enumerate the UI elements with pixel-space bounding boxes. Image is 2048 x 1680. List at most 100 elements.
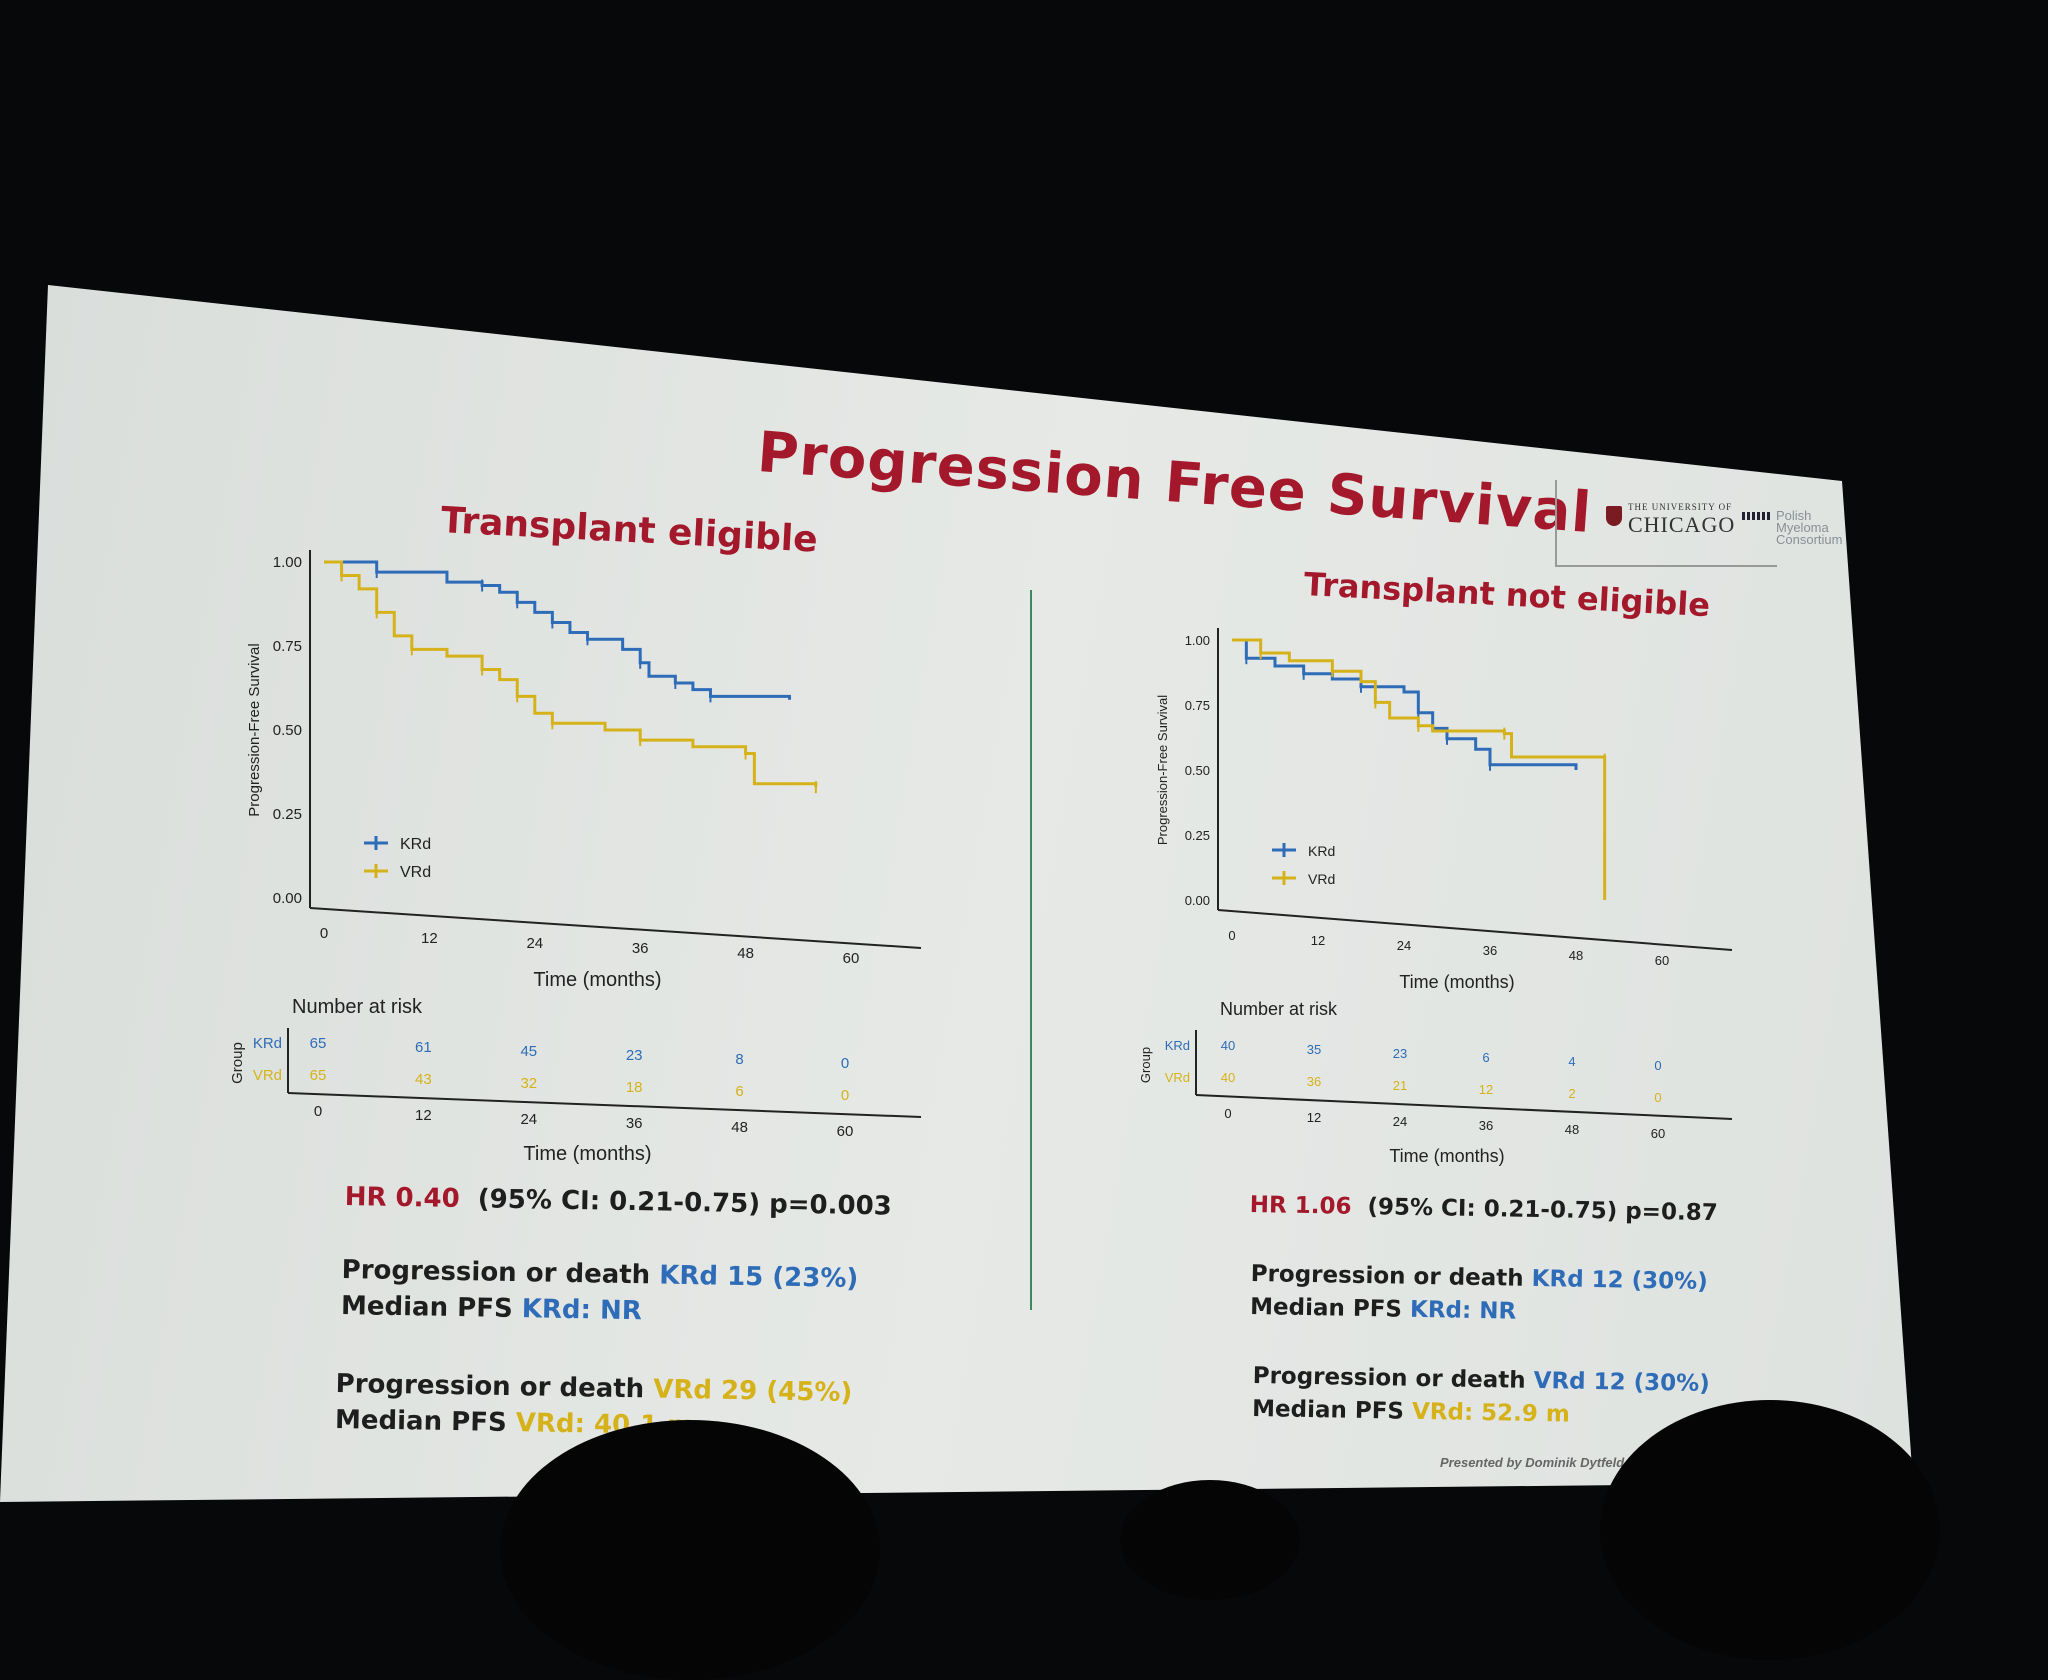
x-axis bbox=[309, 907, 922, 949]
pmc-line: Consortium bbox=[1776, 532, 1843, 547]
y-tick-label: 0.50 bbox=[273, 722, 302, 739]
x-tick-label: 60 bbox=[843, 950, 860, 967]
risk-count-krd: 23 bbox=[626, 1047, 643, 1064]
y-tick-label: 0.25 bbox=[1185, 828, 1210, 843]
km-curve-vrd bbox=[1232, 638, 1607, 900]
uchicago-big: CHICAGO bbox=[1628, 512, 1736, 537]
risk-count-vrd: 0 bbox=[841, 1087, 849, 1104]
x-tick-label: 0 bbox=[320, 925, 328, 942]
risk-count-vrd: 21 bbox=[1393, 1078, 1407, 1093]
risk-row-label-krd: KRd bbox=[253, 1035, 282, 1052]
risk-x-axis-label: Time (months) bbox=[1389, 1146, 1504, 1166]
risk-count-krd: 23 bbox=[1393, 1046, 1407, 1061]
x-axis-label: Time (months) bbox=[533, 969, 661, 991]
value: KRd: NR bbox=[1409, 1296, 1517, 1325]
risk-x-tick-label: 0 bbox=[1224, 1106, 1231, 1121]
pmc-line: Myeloma bbox=[1776, 520, 1829, 535]
krd-stats-right: Progression or death KRd 12 (30%) Median… bbox=[1250, 1258, 1708, 1332]
y-tick-label: 1.00 bbox=[1185, 633, 1210, 648]
audience-head bbox=[500, 1420, 880, 1680]
y-tick-label: 0.25 bbox=[273, 806, 302, 823]
risk-x-tick-label: 60 bbox=[1651, 1126, 1665, 1141]
risk-x-tick-label: 48 bbox=[731, 1119, 748, 1136]
legend-label: KRd bbox=[1308, 843, 1335, 859]
y-tick-label: 0.75 bbox=[273, 638, 302, 655]
risk-count-krd: 4 bbox=[1568, 1054, 1575, 1069]
y-tick-label: 0.50 bbox=[1185, 763, 1210, 778]
risk-count-vrd: 2 bbox=[1568, 1086, 1575, 1101]
logo-box bbox=[1555, 480, 1777, 567]
legend-label: KRd bbox=[400, 836, 431, 853]
label: Progression or death bbox=[1250, 1260, 1524, 1292]
risk-count-vrd: 36 bbox=[1307, 1074, 1321, 1089]
panel-divider bbox=[1030, 590, 1032, 1310]
x-axis bbox=[1217, 909, 1733, 951]
krd-stats-left: Progression or death KRd 15 (23%) Median… bbox=[341, 1252, 859, 1333]
risk-count-krd: 8 bbox=[735, 1051, 743, 1068]
risk-count-krd: 6 bbox=[1482, 1050, 1489, 1065]
risk-count-vrd: 40 bbox=[1221, 1070, 1235, 1085]
risk-x-tick-label: 24 bbox=[520, 1111, 537, 1128]
legend-label: VRd bbox=[400, 864, 431, 881]
risk-x-axis-label: Time (months) bbox=[523, 1143, 651, 1165]
risk-count-krd: 61 bbox=[415, 1039, 432, 1056]
value: VRd: 52.9 m bbox=[1411, 1398, 1571, 1428]
risk-count-krd: 0 bbox=[841, 1055, 849, 1072]
x-tick-label: 36 bbox=[1483, 943, 1497, 958]
label: Progression or death bbox=[335, 1368, 645, 1405]
hr-value: HR 1.06 bbox=[1249, 1192, 1352, 1220]
risk-count-vrd: 6 bbox=[735, 1083, 743, 1100]
risk-count-krd: 65 bbox=[310, 1035, 327, 1052]
risk-row-label-vrd: VRd bbox=[1165, 1070, 1190, 1085]
uchicago-shield-icon bbox=[1606, 506, 1622, 526]
uchicago-small: THE UNIVERSITY OF bbox=[1628, 502, 1733, 512]
risk-x-tick-label: 12 bbox=[1307, 1110, 1321, 1125]
pmc-bars-icon bbox=[1742, 512, 1772, 520]
label: Progression or death bbox=[1252, 1362, 1526, 1394]
risk-group-label: Group bbox=[229, 1042, 246, 1084]
risk-x-tick-label: 0 bbox=[314, 1103, 322, 1120]
risk-count-vrd: 12 bbox=[1479, 1082, 1493, 1097]
risk-table-title: Number at risk bbox=[1220, 999, 1338, 1019]
hr-value: HR 0.40 bbox=[344, 1182, 460, 1215]
risk-x-tick-label: 48 bbox=[1565, 1122, 1579, 1137]
audience-head bbox=[1600, 1400, 1940, 1660]
vrd-stats-right: Progression or death VRd 12 (30%) Median… bbox=[1252, 1360, 1710, 1434]
pmc-logo: Polish Myeloma Consortium bbox=[1776, 508, 1843, 547]
x-tick-label: 60 bbox=[1655, 953, 1669, 968]
x-tick-label: 48 bbox=[737, 945, 754, 962]
y-tick-label: 0.00 bbox=[1185, 893, 1210, 908]
x-tick-label: 24 bbox=[526, 935, 543, 952]
x-axis-label: Time (months) bbox=[1399, 972, 1514, 992]
risk-count-vrd: 65 bbox=[310, 1067, 327, 1084]
risk-group-label: Group bbox=[1138, 1047, 1153, 1083]
value: KRd: NR bbox=[521, 1294, 643, 1327]
risk-x-axis bbox=[287, 1092, 922, 1118]
risk-count-krd: 40 bbox=[1221, 1038, 1235, 1053]
label: Median PFS bbox=[334, 1404, 507, 1438]
risk-count-krd: 45 bbox=[520, 1043, 537, 1060]
value: VRd 12 (30%) bbox=[1533, 1367, 1710, 1397]
risk-x-tick-label: 12 bbox=[415, 1107, 432, 1124]
label: Median PFS bbox=[1249, 1293, 1403, 1323]
value: VRd 29 (45%) bbox=[653, 1374, 853, 1409]
risk-row-label-krd: KRd bbox=[1165, 1038, 1190, 1053]
audience-head bbox=[1120, 1480, 1300, 1600]
y-axis-label: Progression-Free Survival bbox=[1155, 695, 1170, 845]
label: Median PFS bbox=[340, 1290, 513, 1324]
risk-table-title: Number at risk bbox=[292, 996, 423, 1018]
risk-count-krd: 35 bbox=[1307, 1042, 1321, 1057]
presentation-slide: Progression Free Survival Transplant eli… bbox=[0, 285, 1913, 1502]
risk-x-tick-label: 60 bbox=[837, 1123, 854, 1140]
y-tick-label: 0.00 bbox=[273, 890, 302, 907]
y-axis-label: Progression-Free Survival bbox=[246, 643, 263, 816]
risk-count-vrd: 18 bbox=[626, 1079, 643, 1096]
label: Median PFS bbox=[1251, 1395, 1405, 1425]
risk-count-vrd: 32 bbox=[520, 1075, 537, 1092]
km-curve-vrd bbox=[324, 560, 818, 788]
risk-x-axis bbox=[1195, 1094, 1733, 1120]
risk-count-vrd: 0 bbox=[1654, 1090, 1661, 1105]
pmc-line: Polish bbox=[1776, 508, 1812, 523]
risk-x-tick-label: 36 bbox=[626, 1115, 643, 1132]
